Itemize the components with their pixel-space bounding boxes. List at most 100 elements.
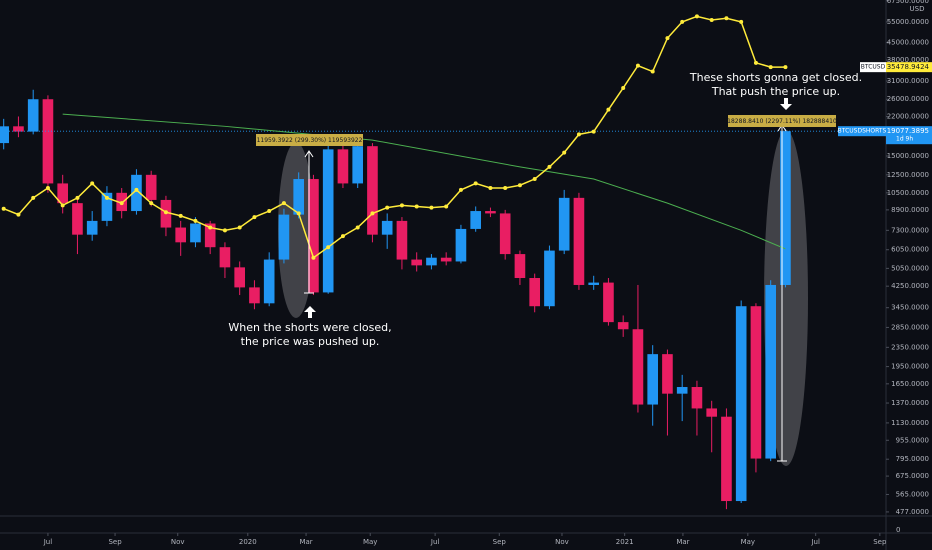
btcusd-line-dot xyxy=(753,60,758,65)
last-price: 35478.9424 xyxy=(887,63,930,71)
candle-body xyxy=(632,329,644,405)
btcusd-line-dot xyxy=(222,228,227,233)
candle-body xyxy=(145,174,157,200)
btcusd-line-dot xyxy=(45,186,50,191)
btcusd-line xyxy=(3,15,786,259)
candle-body xyxy=(735,306,747,502)
x-tick-label: Nov xyxy=(171,538,185,546)
btcusd-line-dot xyxy=(783,65,788,70)
annotation-text: These shorts gonna get closed. xyxy=(689,71,862,84)
candle-body xyxy=(219,247,231,268)
annotation-text: That push the price up. xyxy=(711,85,840,98)
y-tick-label: 955.0000 xyxy=(896,436,929,444)
btcusd-line-dot xyxy=(90,181,95,186)
series-name: BTCUSD xyxy=(861,64,886,71)
btcusd-line-dot xyxy=(739,19,744,24)
btcusd-line-dot xyxy=(458,187,463,192)
candle-body xyxy=(485,211,496,214)
y-tick-label: 675.0000 xyxy=(896,472,929,480)
btcusd-line-dot xyxy=(60,203,65,208)
y-tick-label: 1370.0000 xyxy=(891,399,929,407)
y-tick-label: 4250.0000 xyxy=(891,282,929,290)
candle-body xyxy=(765,284,776,459)
x-tick-label: 2020 xyxy=(239,538,257,546)
last-price: 19077.3895 xyxy=(887,127,929,135)
candle-body xyxy=(440,257,452,262)
candle-body xyxy=(411,259,422,266)
candle-body xyxy=(558,197,570,251)
annotation-text: When the shorts were closed, xyxy=(228,321,391,334)
series-name-box xyxy=(838,126,886,137)
y-tick-label: 5050.0000 xyxy=(891,264,929,272)
x-tick-label: May xyxy=(741,538,755,546)
lines xyxy=(1,14,788,260)
btcusd-line-dot xyxy=(562,150,567,155)
y-tick-label: 1950.0000 xyxy=(891,363,929,371)
btcusd-line-dot xyxy=(473,181,478,186)
btcusd-line-dot xyxy=(104,195,109,200)
candles xyxy=(0,89,885,510)
countdown: 1d 9h xyxy=(896,136,913,143)
unit-label: USD xyxy=(910,5,925,13)
btcusd-line-dot xyxy=(665,36,670,41)
x-tick-label: Nov xyxy=(555,538,569,546)
candle-body xyxy=(647,354,658,405)
btcusd-line-dot xyxy=(606,107,611,112)
x-tick-label: Jul xyxy=(810,538,820,546)
btcusd-line-dot xyxy=(149,201,154,206)
btcusd-line-dot xyxy=(75,195,80,200)
candle-body xyxy=(131,174,142,212)
btcusd-line-dot xyxy=(532,177,537,182)
y-tick-label: 12500.0000 xyxy=(887,171,929,179)
series-name-box xyxy=(860,62,886,73)
moving-average xyxy=(62,113,786,250)
measure-arrow xyxy=(304,150,314,158)
arrow-up-icon xyxy=(304,306,316,318)
y-tick-label: 7300.0000 xyxy=(891,226,929,234)
candle-body xyxy=(234,267,245,288)
btcusd-line-dot xyxy=(237,225,242,230)
y-tick-label: 477.0000 xyxy=(896,508,929,516)
candle-body xyxy=(367,146,378,235)
btcusd-line-dot xyxy=(31,195,36,200)
y-tick-label: 22000.0000 xyxy=(887,112,929,120)
candle-body xyxy=(263,259,275,304)
btcusd-line-dot xyxy=(694,14,699,19)
candle-body xyxy=(573,197,585,285)
candle-body xyxy=(249,287,260,304)
x-tick-label: Mar xyxy=(299,538,312,546)
btcusd-line-dot xyxy=(340,234,345,239)
candle-body xyxy=(499,213,511,255)
btcusd-line-dot xyxy=(311,255,316,260)
candle-body xyxy=(588,282,599,285)
y-tick-label: 45000.0000 xyxy=(887,39,929,47)
x-tick-label: Sep xyxy=(873,538,887,546)
candle-body xyxy=(780,131,791,285)
measure-left: 11959.3922 (299.30%) 119593922 xyxy=(256,134,363,294)
x-tick-label: Jul xyxy=(430,538,440,546)
candle-body xyxy=(204,223,216,248)
btcusd-line-dot xyxy=(503,186,508,191)
candle-body xyxy=(426,257,437,266)
candle-body xyxy=(514,254,526,279)
measure-label-box xyxy=(256,134,363,146)
btcusd-line-dot xyxy=(650,69,655,74)
x-tick-label: Sep xyxy=(108,538,122,546)
candle-body xyxy=(72,203,83,235)
y-tick-label: 2350.0000 xyxy=(891,343,929,351)
btcusd-line-dot xyxy=(429,205,434,210)
arrow-down-icon xyxy=(780,98,792,110)
candle-body xyxy=(529,278,540,307)
x-tick-label: Sep xyxy=(493,538,507,546)
y-tick-label: 565.0000 xyxy=(896,490,929,498)
y-tick-label: 26000.0000 xyxy=(887,95,929,103)
candle-body xyxy=(721,416,732,502)
y-tick-label: 6050.0000 xyxy=(891,246,929,254)
y-tick-label: 55000.0000 xyxy=(887,18,929,26)
y-tick-label: 2850.0000 xyxy=(891,323,929,331)
y-tick-label: 38000.0000 xyxy=(887,56,929,64)
measure-right: 18288.8410 (2297.11%) 182888410 xyxy=(727,115,837,462)
candle-body xyxy=(57,183,68,204)
measure-label: 18288.8410 (2297.11%) 182888410 xyxy=(727,118,837,125)
